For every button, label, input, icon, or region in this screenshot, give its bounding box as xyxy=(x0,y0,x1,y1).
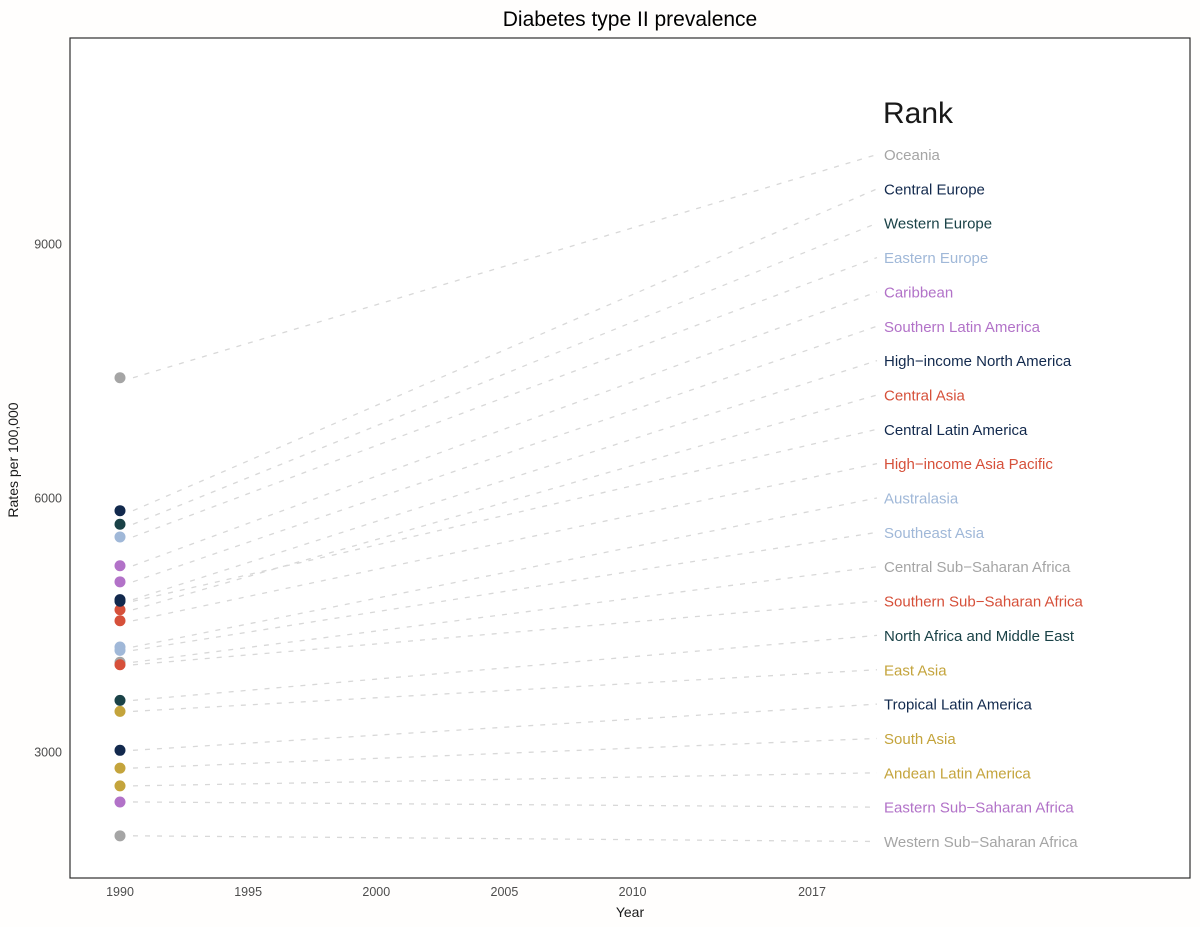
data-point xyxy=(114,615,126,627)
data-point xyxy=(114,705,126,717)
rank-line xyxy=(132,153,878,379)
rank-label: Caribbean xyxy=(884,284,953,301)
rank-label: Eastern Europe xyxy=(884,250,988,267)
rank-line xyxy=(132,737,878,769)
rank-label: Australasia xyxy=(884,491,959,508)
y-axis-title: Rates per 100,000 xyxy=(5,402,21,517)
panel-border xyxy=(69,37,1191,879)
x-axis-title: Year xyxy=(616,904,645,920)
rank-label: Central Asia xyxy=(884,387,966,404)
y-tick-label: 9000 xyxy=(34,238,62,252)
data-point xyxy=(114,694,126,706)
x-axis-ticks: 1990 1995 2000 2005 2010 2017 xyxy=(106,885,826,899)
rank-label: Central Sub−Saharan Africa xyxy=(884,559,1071,576)
rank-label: Tropical Latin America xyxy=(884,697,1032,714)
rank-label: High−income Asia Pacific xyxy=(884,456,1053,473)
rank-line xyxy=(132,703,878,751)
rank-label: Oceania xyxy=(884,147,941,164)
rank-line xyxy=(132,835,878,843)
rank-line xyxy=(132,772,878,787)
rank-label: Western Sub−Saharan Africa xyxy=(884,834,1078,851)
rank-line xyxy=(132,669,878,713)
data-point xyxy=(114,372,126,384)
rank-line xyxy=(132,634,878,702)
rank-line xyxy=(132,222,878,525)
rank-line xyxy=(132,531,878,652)
rank-line xyxy=(132,291,878,567)
rank-label: Eastern Sub−Saharan Africa xyxy=(884,800,1074,817)
rank-line xyxy=(132,428,878,602)
y-tick-label: 3000 xyxy=(34,746,62,760)
plot-panel xyxy=(70,38,1190,878)
data-point xyxy=(114,780,126,792)
data-point xyxy=(114,595,126,607)
data-points-group xyxy=(114,372,126,842)
y-axis-ticks: 3000 6000 9000 xyxy=(34,238,62,760)
rank-line xyxy=(132,256,878,538)
rank-label: Western Europe xyxy=(884,216,992,233)
rank-line xyxy=(132,600,878,666)
data-point xyxy=(114,659,126,671)
rank-label: Southeast Asia xyxy=(884,525,985,542)
rank-label: Central Latin America xyxy=(884,422,1028,439)
rank-line xyxy=(132,359,878,601)
legend-title: Rank xyxy=(883,97,954,130)
data-point xyxy=(114,518,126,530)
rank-line xyxy=(132,394,878,611)
data-point xyxy=(114,744,126,756)
x-tick-label: 2005 xyxy=(491,885,519,899)
rank-label: North Africa and Middle East xyxy=(884,628,1075,645)
rank-label: East Asia xyxy=(884,662,947,679)
data-point xyxy=(114,604,126,616)
data-point xyxy=(114,796,126,808)
rank-label: Southern Latin America xyxy=(884,319,1041,336)
rank-line xyxy=(132,801,878,808)
rank-label: South Asia xyxy=(884,731,956,748)
x-tick-label: 1990 xyxy=(106,885,134,899)
data-point xyxy=(114,576,126,588)
x-tick-label: 2017 xyxy=(798,885,826,899)
x-tick-label: 1995 xyxy=(234,885,262,899)
rank-line xyxy=(132,188,878,512)
data-point xyxy=(114,560,126,572)
rank-line xyxy=(132,566,878,663)
rank-label: Andean Latin America xyxy=(884,765,1031,782)
rank-label: High−income North America xyxy=(884,353,1072,370)
rank-label: Central Europe xyxy=(884,181,985,198)
data-point xyxy=(114,762,126,774)
data-point xyxy=(114,644,126,656)
x-tick-label: 2000 xyxy=(362,885,390,899)
rank-labels-group: Oceania Central Europe Western Europe Easte… xyxy=(884,147,1084,851)
rank-label: Southern Sub−Saharan Africa xyxy=(884,594,1084,611)
x-tick-label: 2010 xyxy=(619,885,647,899)
rank-lines-group xyxy=(132,153,878,843)
y-tick-label: 6000 xyxy=(34,492,62,506)
data-point xyxy=(114,505,126,517)
chart-title: Diabetes type II prevalence xyxy=(503,8,757,31)
data-point xyxy=(114,531,126,543)
data-point xyxy=(114,830,126,842)
